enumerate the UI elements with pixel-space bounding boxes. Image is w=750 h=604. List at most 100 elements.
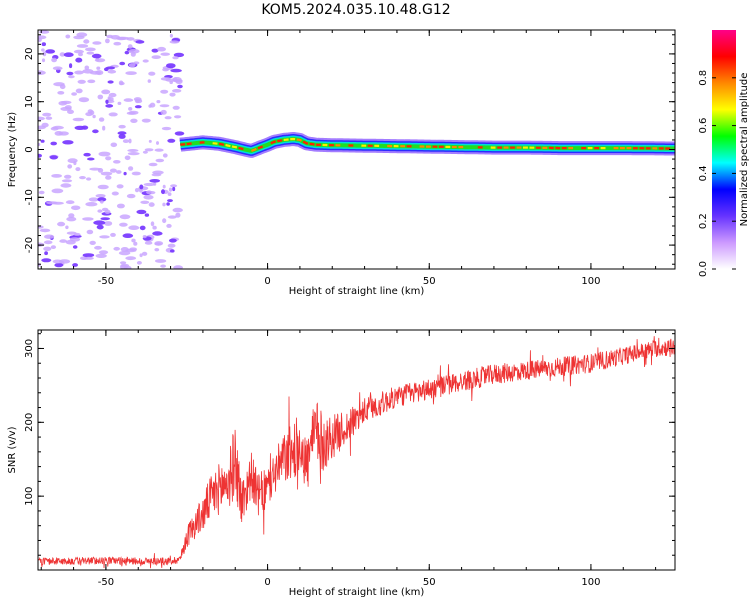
noise-blob (83, 153, 90, 157)
noise-blob (165, 116, 172, 119)
ridge-core-segment (239, 148, 244, 149)
noise-blob (173, 208, 183, 213)
noise-blob (131, 52, 136, 57)
noise-blob (120, 214, 131, 219)
noise-blob (127, 112, 136, 115)
noise-blob (52, 202, 64, 205)
noise-blob (82, 217, 94, 220)
noise-blob (119, 62, 125, 66)
noise-blob (97, 225, 104, 230)
noise-blob (96, 67, 100, 70)
noise-blob (102, 126, 105, 131)
noise-blob (39, 191, 45, 194)
noise-blob (167, 199, 173, 202)
noise-blob (124, 98, 134, 102)
noise-blob (97, 209, 102, 212)
noise-blob (149, 140, 152, 143)
noise-blob (160, 90, 168, 94)
noise-blob (118, 125, 125, 129)
noise-blob (125, 256, 136, 260)
noise-blob (170, 184, 177, 187)
noise-blob (161, 110, 167, 115)
noise-blob (143, 59, 149, 62)
noise-blob (98, 168, 103, 173)
noise-blob (140, 201, 149, 204)
noise-blob (124, 266, 132, 271)
noise-blob (135, 40, 144, 44)
noise-blob (99, 152, 111, 157)
noise-blob (87, 52, 95, 55)
noise-blob (152, 226, 156, 230)
noise-blob (57, 91, 64, 95)
x-tick-label: -50 (98, 276, 114, 287)
ridge-core-segment (219, 144, 224, 145)
noise-blob (84, 257, 94, 260)
noise-blob (105, 175, 111, 179)
noise-blob (125, 71, 137, 75)
noise-blob (53, 260, 63, 264)
noise-blob (105, 156, 111, 160)
noise-blob (135, 188, 139, 192)
noise-blob (74, 50, 84, 54)
noise-blob (166, 224, 171, 228)
noise-blob (62, 179, 72, 182)
noise-blob (169, 239, 177, 243)
noise-blob (77, 44, 88, 48)
noise-blob (128, 44, 133, 48)
noise-blob (163, 185, 166, 189)
ridge-core-segment (232, 146, 237, 147)
ridge-core-segment (193, 143, 198, 144)
noise-blob (116, 170, 122, 174)
noise-blob (110, 169, 117, 173)
noise-blob (54, 263, 63, 267)
noise-blob (33, 117, 45, 121)
noise-blob (133, 242, 137, 246)
noise-blob (55, 131, 64, 136)
figure-title: KOM5.2024.035.10.48.G12 (0, 2, 712, 18)
noise-blob (124, 172, 127, 175)
noise-blob (82, 69, 93, 74)
noise-blob (111, 143, 118, 148)
y-axis-label: SNR (v/v) (7, 426, 18, 473)
noise-blob (152, 173, 162, 176)
noise-blob (174, 115, 181, 118)
noise-blob (100, 200, 104, 203)
noise-blob (85, 202, 97, 206)
noise-blob (128, 166, 133, 171)
noise-blob (170, 40, 180, 43)
noise-blob (148, 104, 152, 107)
noise-blob (149, 163, 158, 167)
noise-blob (169, 81, 173, 84)
noise-blob (44, 235, 54, 239)
noise-blob (90, 110, 95, 115)
noise-blob (57, 222, 65, 227)
noise-blob (173, 106, 180, 110)
noise-blob (170, 69, 182, 73)
noise-blob (79, 176, 86, 179)
noise-blob (99, 235, 110, 238)
noise-blob (120, 261, 126, 264)
noise-blob (67, 110, 74, 114)
noise-blob (41, 48, 45, 51)
noise-blob (70, 237, 80, 241)
noise-blob (104, 68, 109, 72)
noise-blob (155, 259, 166, 263)
noise-blob (73, 118, 85, 121)
noise-blob (50, 155, 58, 159)
noise-blob (105, 39, 110, 44)
noise-blob (73, 245, 78, 249)
noise-blob (123, 233, 134, 238)
ridge-core-segment (277, 140, 282, 141)
noise-blob (152, 55, 161, 59)
colorbar-tick-label: 0.6 (698, 118, 709, 134)
noise-blob (98, 95, 104, 100)
noise-blob (128, 225, 139, 230)
noise-blob (99, 117, 104, 121)
noise-blob (166, 63, 176, 68)
y-tick-label: 200 (24, 413, 35, 432)
x-axis-label: Height of straight line (km) (289, 286, 425, 297)
noise-blob (112, 192, 119, 196)
noise-blob (66, 200, 75, 204)
